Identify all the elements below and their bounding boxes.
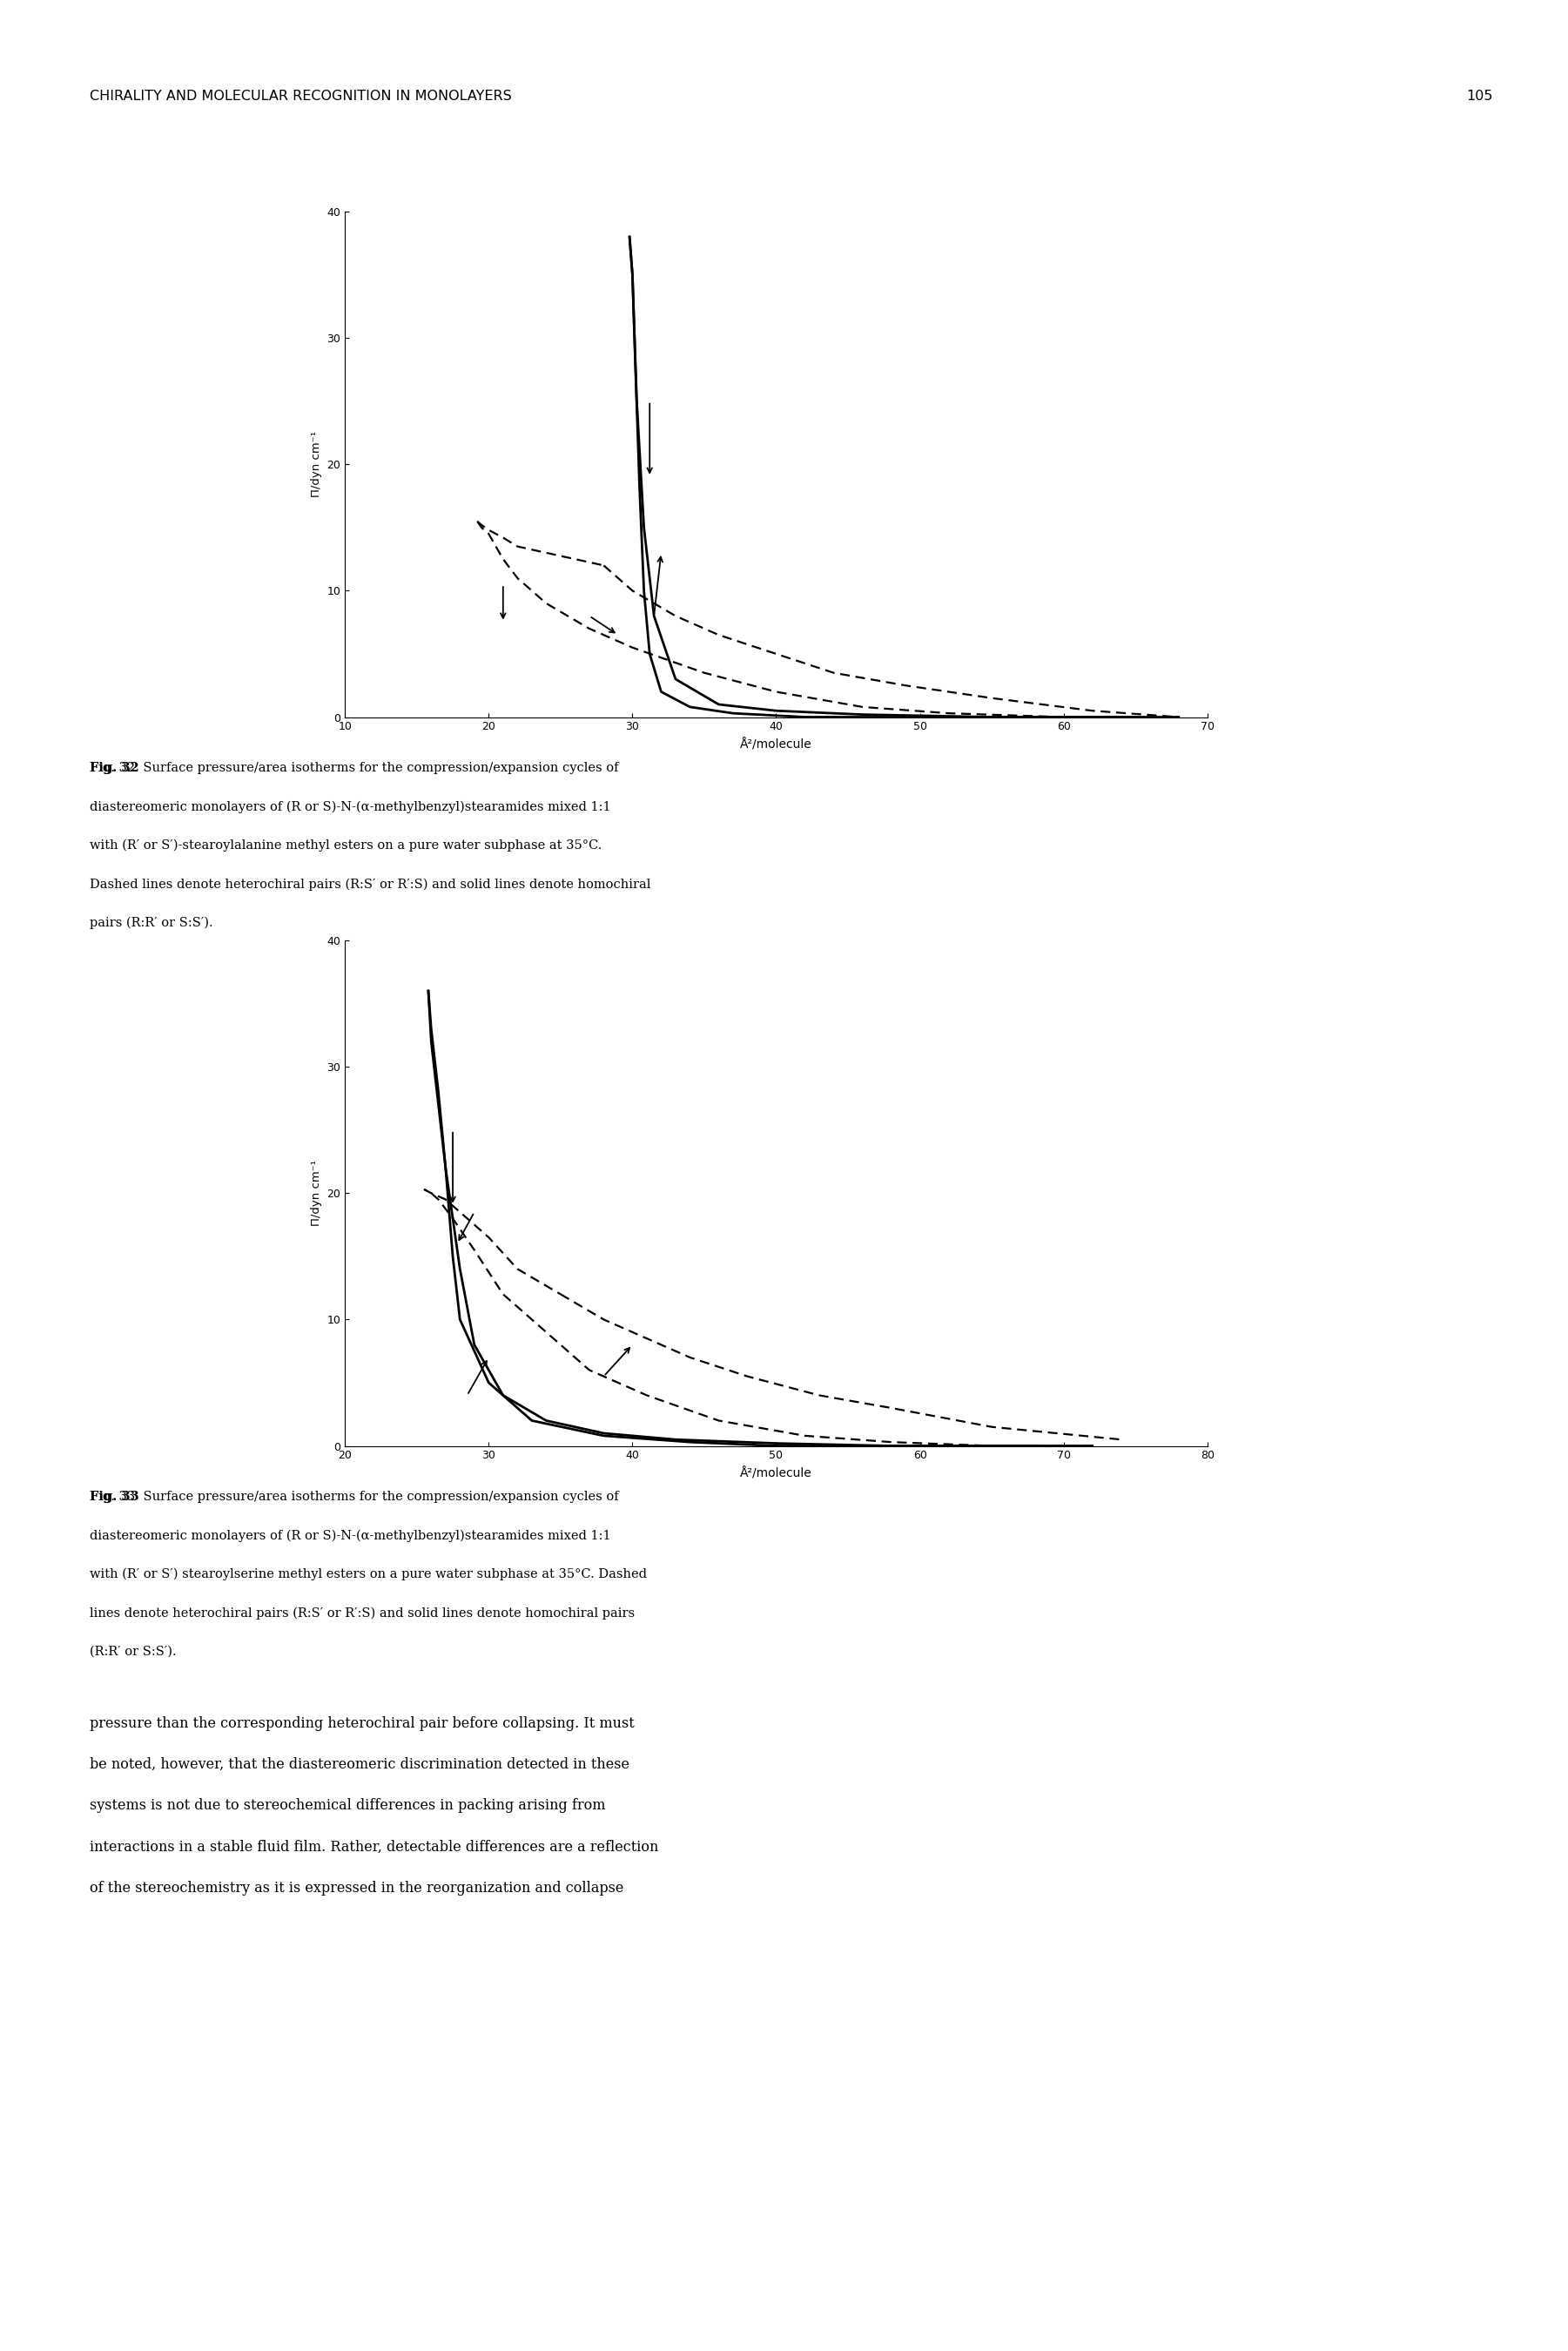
Text: Fig. 32  Surface pressure/area isotherms for the compression/expansion cycles of: Fig. 32 Surface pressure/area isotherms …: [89, 762, 618, 773]
Text: Fig. 32: Fig. 32: [89, 762, 140, 773]
Text: diastereomeric monolayers of (R or S)-N-(α-methylbenzyl)stearamides mixed 1:1: diastereomeric monolayers of (R or S)-N-…: [89, 799, 610, 813]
Text: pressure than the corresponding heterochiral pair before collapsing. It must: pressure than the corresponding heteroch…: [89, 1716, 633, 1730]
Text: Dashed lines denote heterochiral pairs (R:S′ or R′:S) and solid lines denote hom: Dashed lines denote heterochiral pairs (…: [89, 877, 651, 891]
Text: CHIRALITY AND MOLECULAR RECOGNITION IN MONOLAYERS: CHIRALITY AND MOLECULAR RECOGNITION IN M…: [89, 89, 511, 103]
Text: with (R′ or S′) stearoylserine methyl esters on a pure water subphase at 35°C. D: with (R′ or S′) stearoylserine methyl es…: [89, 1568, 646, 1580]
Text: with (R′ or S′)-stearoylalanine methyl esters on a pure water subphase at 35°C.: with (R′ or S′)-stearoylalanine methyl e…: [89, 839, 602, 851]
Y-axis label: Π/dyn cm⁻¹: Π/dyn cm⁻¹: [310, 430, 321, 498]
Text: systems is not due to stereochemical differences in packing arising from: systems is not due to stereochemical dif…: [89, 1799, 605, 1813]
Text: lines denote heterochiral pairs (R:S′ or R′:S) and solid lines denote homochiral: lines denote heterochiral pairs (R:S′ or…: [89, 1608, 635, 1620]
Text: diastereomeric monolayers of (R or S)-N-(α-methylbenzyl)stearamides mixed 1:1: diastereomeric monolayers of (R or S)-N-…: [89, 1531, 610, 1542]
Text: Fig. 33: Fig. 33: [89, 1491, 138, 1502]
Text: (R:R′ or S:S′).: (R:R′ or S:S′).: [89, 1646, 176, 1657]
Text: of the stereochemistry as it is expressed in the reorganization and collapse: of the stereochemistry as it is expresse…: [89, 1881, 624, 1895]
Y-axis label: Π/dyn cm⁻¹: Π/dyn cm⁻¹: [310, 1159, 321, 1227]
Text: interactions in a stable fluid film. Rather, detectable differences are a reflec: interactions in a stable fluid film. Rat…: [89, 1838, 659, 1855]
Text: pairs (R:R′ or S:S′).: pairs (R:R′ or S:S′).: [89, 917, 213, 929]
Text: 105: 105: [1466, 89, 1493, 103]
X-axis label: Å²/molecule: Å²/molecule: [740, 738, 812, 752]
Text: Fig. 33  Surface pressure/area isotherms for the compression/expansion cycles of: Fig. 33 Surface pressure/area isotherms …: [89, 1491, 618, 1502]
Text: be noted, however, that the diastereomeric discrimination detected in these: be noted, however, that the diastereomer…: [89, 1759, 629, 1773]
X-axis label: Å²/molecule: Å²/molecule: [740, 1467, 812, 1481]
